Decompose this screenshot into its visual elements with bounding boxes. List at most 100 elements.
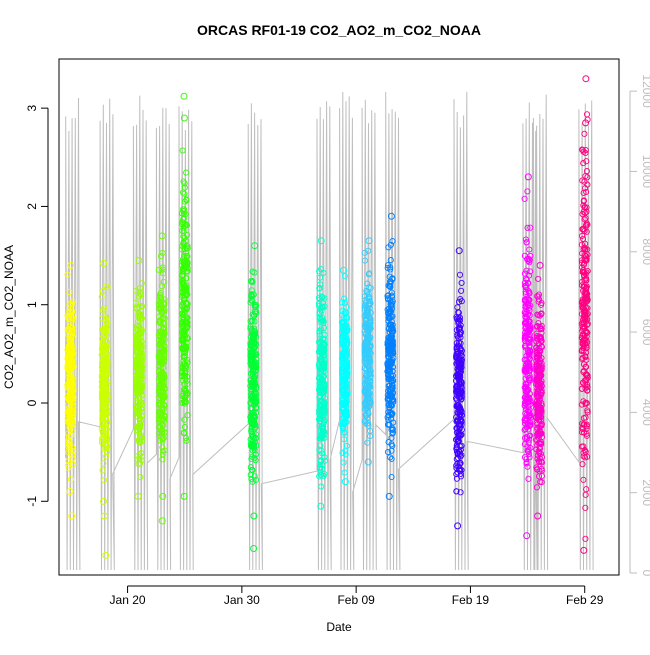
data-point-rf02: [103, 425, 110, 432]
y-tick-label: 0: [25, 399, 39, 406]
data-point-rf07: [315, 294, 323, 301]
data-point-rf08: [339, 449, 346, 456]
data-point-rf05: [183, 196, 190, 203]
data-point-rf05: [181, 234, 188, 241]
data-point-rf02: [100, 497, 107, 505]
data-point-rf12: [523, 326, 530, 334]
data-point-rf06: [251, 393, 258, 400]
data-point-rf07: [319, 299, 326, 306]
data-point-rf11: [456, 271, 464, 278]
data-point-rf04: [161, 447, 168, 454]
data-point-rf03: [135, 378, 142, 385]
data-point-rf05: [183, 339, 190, 346]
data-point-rf05: [184, 267, 191, 274]
data-point-rf13: [533, 330, 540, 337]
data-point-rf08: [340, 266, 347, 274]
data-point-rf06: [249, 356, 256, 363]
data-point-rf13: [537, 396, 544, 403]
data-point-rf12: [522, 425, 529, 433]
data-point-rf08: [343, 391, 350, 398]
data-point-rf05: [179, 147, 186, 154]
data-point-rf05: [180, 492, 188, 500]
data-point-rf14: [584, 174, 591, 181]
data-point-rf03: [134, 452, 141, 460]
data-point-rf04: [160, 416, 167, 423]
data-point-rf04: [156, 420, 163, 427]
y2-tick-label: 4000: [640, 399, 650, 426]
data-point-rf09: [365, 293, 372, 300]
data-point-rf12: [526, 296, 533, 303]
data-point-rf14: [583, 158, 590, 165]
data-point-rf01: [70, 461, 77, 468]
data-point-rf04: [156, 410, 163, 417]
y2-tick-label: 2000: [640, 479, 650, 506]
data-point-rf03: [134, 322, 141, 329]
data-point-rf01: [67, 425, 74, 432]
data-point-rf03: [137, 367, 144, 374]
data-point-rf14: [579, 232, 586, 239]
data-point-rf06: [251, 242, 259, 250]
data-point-rf01: [67, 370, 75, 377]
data-point-rf04: [156, 345, 163, 352]
data-point-rf08: [338, 333, 346, 340]
data-point-rf09: [364, 439, 371, 446]
data-point-rf05: [181, 285, 188, 292]
data-point-rf07: [317, 274, 324, 281]
data-point-rf03: [136, 304, 143, 311]
data-point-rf14: [580, 148, 587, 155]
data-point-rf07: [319, 314, 326, 321]
data-point-rf06: [249, 431, 256, 438]
data-point-rf10: [384, 396, 392, 403]
data-point-rf09: [363, 321, 370, 328]
data-point-rf05: [184, 335, 191, 342]
data-point-rf07: [317, 502, 325, 510]
data-point-rf05: [181, 416, 188, 423]
data-point-rf13: [536, 371, 543, 378]
y2-tick-label: 6000: [640, 319, 650, 346]
data-point-rf02: [101, 305, 108, 312]
data-point-rf02: [99, 367, 106, 374]
data-point-rf10: [385, 374, 392, 381]
data-point-rf06: [251, 301, 258, 308]
data-point-rf09: [366, 357, 373, 364]
data-point-rf04: [157, 253, 165, 260]
data-point-rf09: [367, 371, 374, 378]
data-point-rf06: [253, 385, 260, 392]
data-point-rf07: [321, 410, 328, 417]
data-point-rf14: [578, 401, 585, 408]
data-point-rf14: [584, 409, 591, 416]
data-point-rf06: [248, 455, 255, 463]
data-point-rf14: [581, 312, 589, 319]
data-point-rf14: [581, 130, 588, 137]
data-point-rf06: [248, 466, 255, 473]
data-point-rf02: [99, 421, 106, 428]
data-point-rf08: [341, 436, 348, 443]
data-point-rf09: [366, 297, 373, 304]
data-point-rf05: [181, 363, 188, 370]
data-point-rf09: [365, 237, 373, 245]
data-point-rf08: [344, 324, 351, 331]
data-point-rf05: [180, 92, 188, 100]
data-point-rf14: [583, 188, 590, 196]
data-point-rf13: [534, 365, 541, 372]
data-point-rf08: [344, 366, 351, 373]
data-point-rf06: [250, 545, 258, 552]
data-point-rf02: [101, 440, 109, 447]
data-point-rf01: [65, 418, 72, 425]
data-point-rf10: [387, 454, 394, 461]
data-point-rf04: [157, 355, 164, 362]
data-point-rf14: [583, 255, 590, 262]
data-point-rf11: [458, 452, 465, 459]
data-point-rf02: [103, 449, 111, 456]
data-point-rf07: [317, 410, 324, 417]
data-point-rf09: [363, 411, 370, 418]
data-point-rf12: [522, 380, 529, 387]
data-point-rf12: [525, 353, 532, 360]
data-point-rf14: [582, 119, 590, 127]
data-point-rf10: [385, 439, 392, 446]
data-point-rf05: [183, 169, 190, 176]
y2-tick-label: 0: [640, 570, 650, 577]
data-point-rf05: [181, 386, 188, 393]
data-point-rf03: [138, 327, 145, 334]
